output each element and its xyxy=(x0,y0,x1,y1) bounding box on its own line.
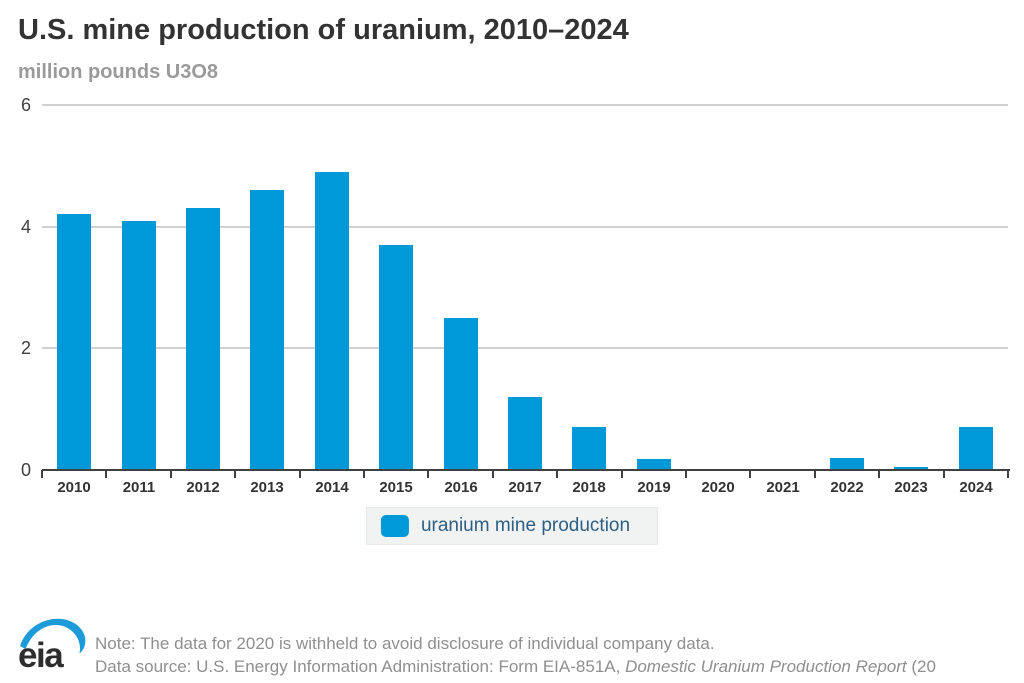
x-axis-tick xyxy=(943,470,945,478)
x-axis-tick xyxy=(1007,470,1009,478)
bar-2017 xyxy=(508,397,542,470)
x-axis-tick xyxy=(41,470,43,478)
footer-source-line: Data source: U.S. Energy Information Adm… xyxy=(95,657,936,676)
bar-2018 xyxy=(572,427,606,470)
x-axis-label-2018: 2018 xyxy=(572,479,606,496)
bar-2024 xyxy=(959,427,993,470)
bar-2019 xyxy=(637,459,671,470)
x-axis-tick xyxy=(492,470,494,478)
x-axis-tick xyxy=(363,470,365,478)
footer-source-report-title: Domestic Uranium Production Report xyxy=(625,657,907,676)
eia-logo-text: eia xyxy=(18,636,64,671)
y-axis-label-2: 2 xyxy=(20,338,31,359)
bar-2016 xyxy=(444,318,478,470)
x-axis-label-2015: 2015 xyxy=(379,479,413,496)
x-axis-tick xyxy=(685,470,687,478)
x-axis-tick xyxy=(234,470,236,478)
x-axis-tick xyxy=(427,470,429,478)
y-axis-label-4: 4 xyxy=(20,216,31,237)
x-axis-tick xyxy=(878,470,880,478)
x-axis-label-2020: 2020 xyxy=(701,479,735,496)
x-axis-label-2024: 2024 xyxy=(959,479,993,496)
x-axis-label-2022: 2022 xyxy=(830,479,864,496)
legend-swatch-icon xyxy=(380,515,409,537)
x-axis-tick xyxy=(556,470,558,478)
chart-title: U.S. mine production of uranium, 2010–20… xyxy=(18,14,629,46)
gridline-y2 xyxy=(42,347,1008,350)
bar-2010 xyxy=(57,214,91,470)
x-axis-tick xyxy=(170,470,172,478)
x-axis-tick xyxy=(749,470,751,478)
x-axis-label-2023: 2023 xyxy=(894,479,928,496)
x-axis-label-2013: 2013 xyxy=(250,479,284,496)
x-axis-tick xyxy=(299,470,301,478)
bar-2022 xyxy=(830,458,864,470)
x-axis-label-2011: 2011 xyxy=(122,479,156,496)
y-axis-label-6: 6 xyxy=(20,95,31,115)
footer-note-line: Note: The data for 2020 is withheld to a… xyxy=(95,634,715,653)
bar-2013 xyxy=(250,190,284,470)
footer-notes: Note: The data for 2020 is withheld to a… xyxy=(95,632,936,678)
eia-logo: eia xyxy=(18,618,86,671)
bar-2014 xyxy=(315,172,349,470)
gridline-y6 xyxy=(42,104,1008,106)
bar-2011 xyxy=(122,221,156,470)
x-axis-label-2019: 2019 xyxy=(637,479,671,496)
x-axis-label-2012: 2012 xyxy=(186,479,220,496)
x-axis-label-2021: 2021 xyxy=(766,479,800,496)
legend: uranium mine production xyxy=(365,507,659,545)
chart-y-unit-label: million pounds U3O8 xyxy=(18,61,219,83)
bar-2012 xyxy=(186,208,220,470)
legend-label: uranium mine production xyxy=(420,515,631,536)
bar-2023 xyxy=(894,467,928,470)
x-axis-label-2016: 2016 xyxy=(444,479,478,496)
gridline-y4 xyxy=(42,225,1008,228)
x-axis-tick xyxy=(621,470,623,478)
x-axis-line xyxy=(42,469,1010,471)
eia-logo-swoosh-icon xyxy=(20,618,86,654)
x-axis-tick xyxy=(814,470,816,478)
y-axis-label-0: 0 xyxy=(20,460,31,480)
x-axis-tick xyxy=(105,470,107,478)
x-axis-label-2014: 2014 xyxy=(315,479,349,496)
x-axis-label-2017: 2017 xyxy=(508,479,542,496)
x-axis-label-2010: 2010 xyxy=(57,479,91,496)
bar-2015 xyxy=(379,245,413,470)
